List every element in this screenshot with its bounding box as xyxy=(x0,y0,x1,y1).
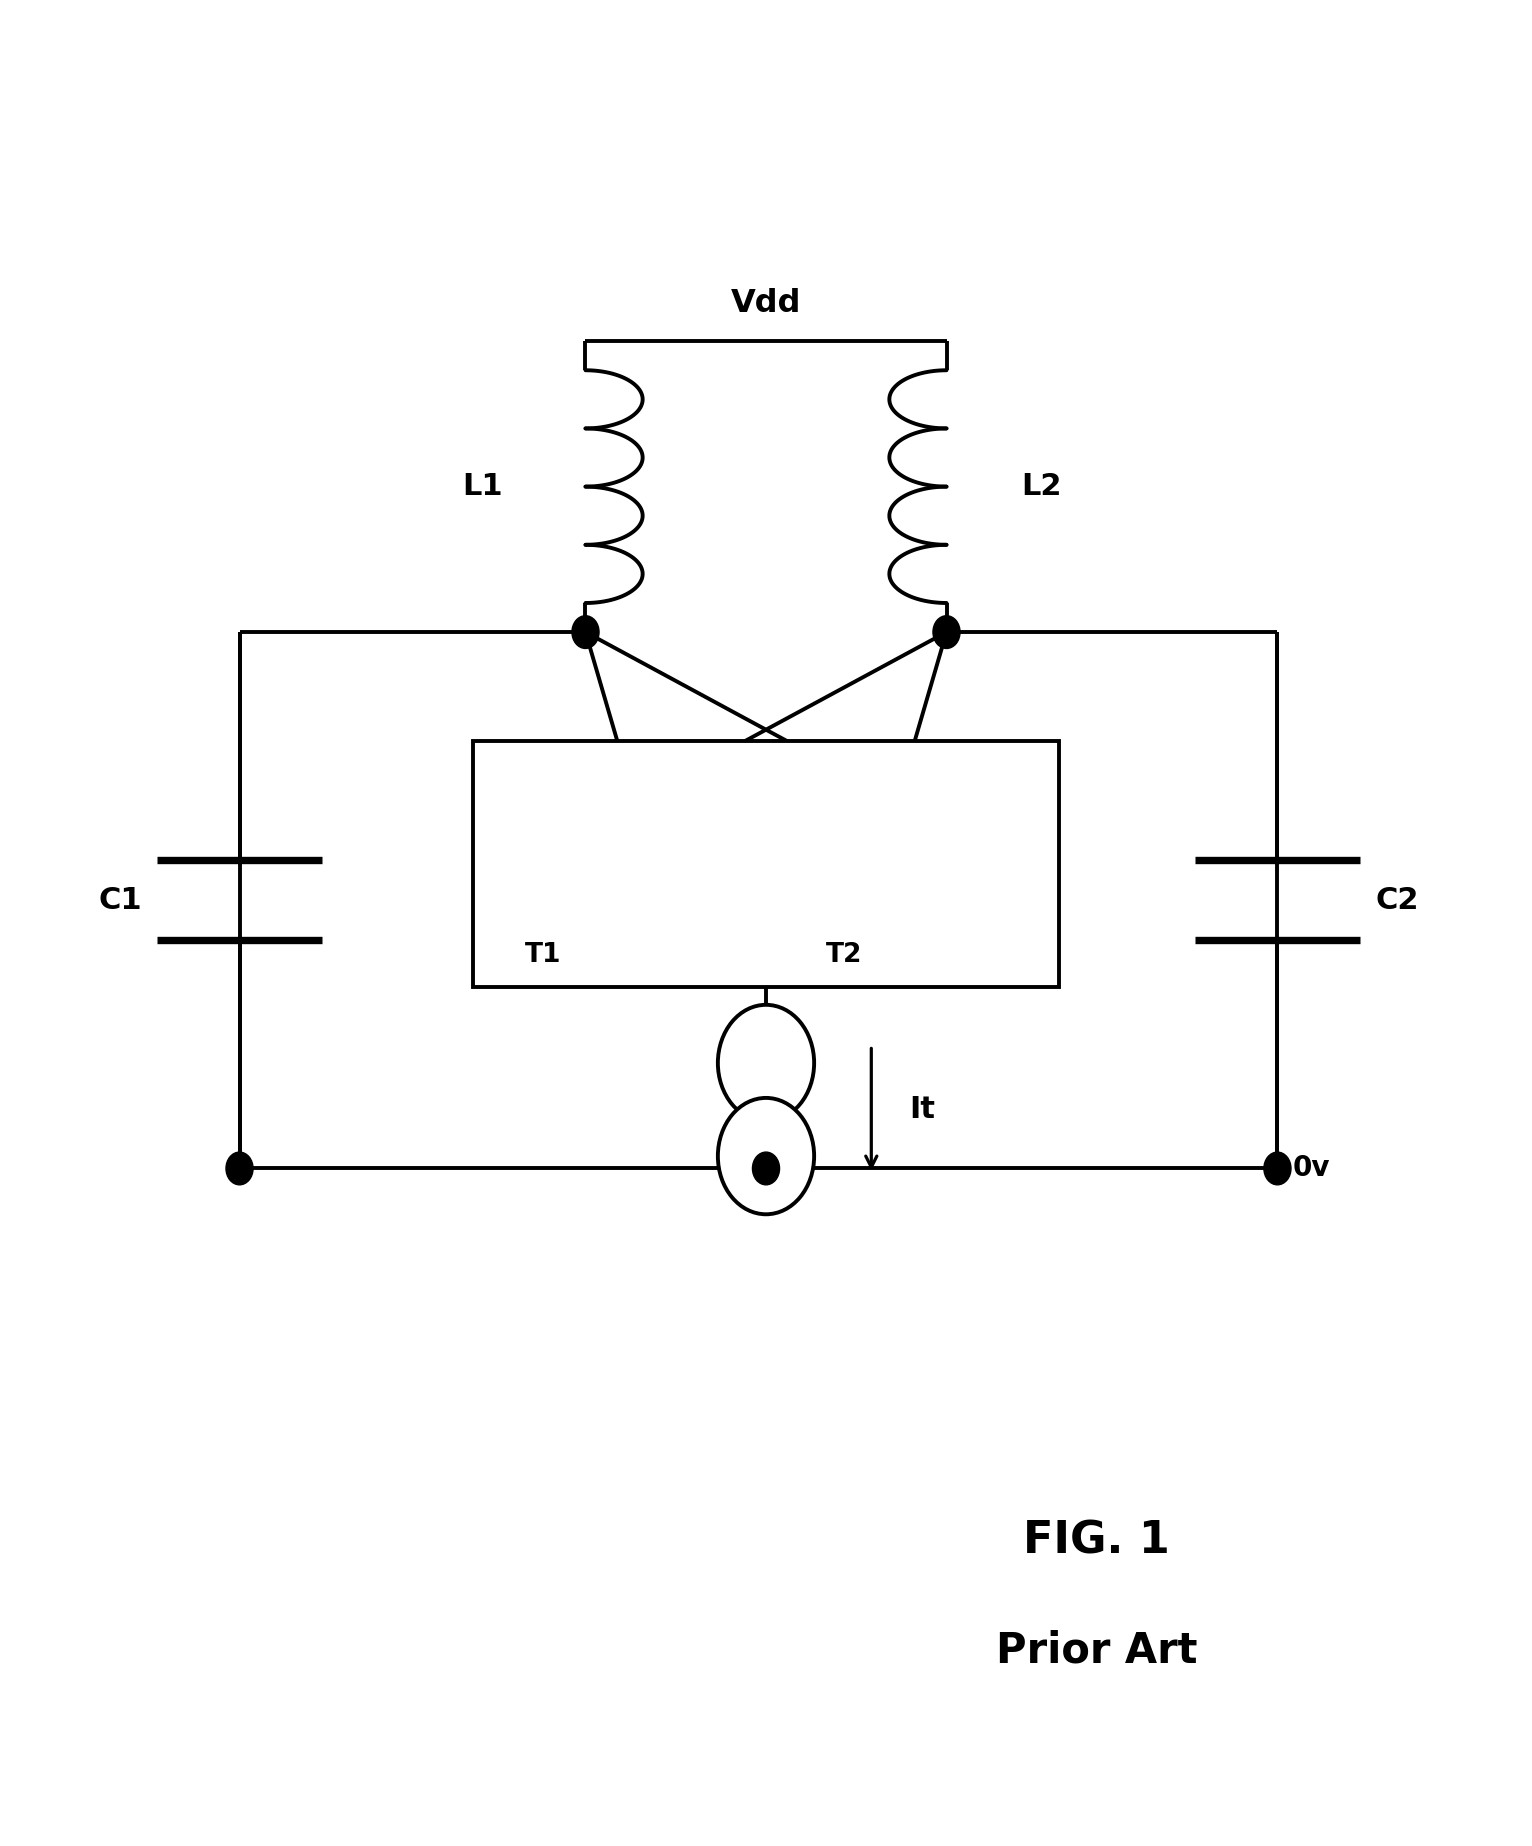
Text: T2: T2 xyxy=(826,943,863,969)
Bar xyxy=(473,742,1059,986)
Circle shape xyxy=(719,1098,813,1215)
Text: 0v: 0v xyxy=(1293,1154,1330,1183)
Text: C1: C1 xyxy=(98,886,142,916)
Text: Prior Art: Prior Art xyxy=(996,1630,1198,1671)
Circle shape xyxy=(227,1152,253,1185)
Circle shape xyxy=(571,617,599,648)
Text: Vdd: Vdd xyxy=(731,288,801,319)
Circle shape xyxy=(1264,1152,1291,1185)
Text: L2: L2 xyxy=(1022,473,1062,500)
Circle shape xyxy=(752,1152,780,1185)
Circle shape xyxy=(933,617,961,648)
Text: L1: L1 xyxy=(463,473,502,500)
Text: It: It xyxy=(908,1095,935,1124)
Text: T1: T1 xyxy=(525,943,562,969)
Text: C2: C2 xyxy=(1376,886,1419,916)
Text: FIG. 1: FIG. 1 xyxy=(1023,1519,1170,1564)
Circle shape xyxy=(719,1004,813,1121)
